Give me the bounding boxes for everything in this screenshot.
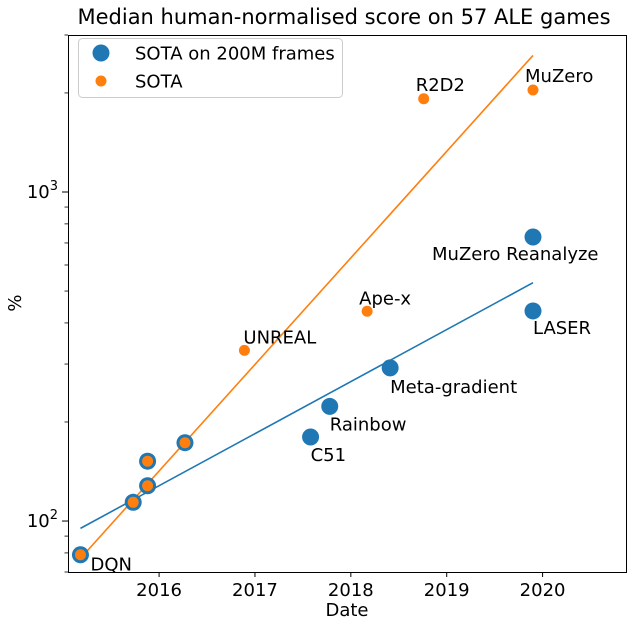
legend-label-sota: SOTA: [135, 72, 183, 93]
data-point-sota: [142, 455, 154, 467]
legend-label-sota-200m: SOTA on 200M frames: [135, 44, 335, 65]
x-tick-label: 2020: [520, 580, 566, 601]
data-point-sota-200m: [381, 359, 399, 377]
x-tick-label: 2019: [424, 580, 470, 601]
y-tick-label: 102: [27, 508, 58, 532]
data-point-sota: [127, 496, 139, 508]
annotation-label: C51: [311, 445, 346, 466]
data-point-sota: [418, 93, 430, 105]
data-point-sota: [238, 344, 250, 356]
annotation-label: MuZero Reanalyze: [432, 244, 599, 265]
x-tick-label: 2018: [328, 580, 374, 601]
legend: SOTA on 200M frames SOTA: [78, 38, 343, 98]
annotation-label: LASER: [533, 318, 591, 339]
data-point-sota: [142, 480, 154, 492]
data-point-sota: [361, 305, 373, 317]
annotation-label: DQN: [90, 555, 132, 576]
legend-box: [78, 38, 343, 98]
y-axis: 102 103: [27, 34, 68, 573]
legend-marker-sota: [95, 75, 107, 87]
chart-title: Median human-normalised score on 57 ALE …: [77, 5, 610, 29]
data-point-sota: [527, 84, 539, 96]
x-tick-label: 2017: [232, 580, 278, 601]
data-point-sota-200m: [524, 228, 542, 246]
data-point-sota-200m: [321, 397, 339, 415]
legend-marker-sota-200m: [92, 44, 110, 62]
annotation-label: UNREAL: [243, 327, 316, 348]
data-point-sota: [179, 437, 191, 449]
annotation-label: Meta-gradient: [390, 377, 517, 398]
data-point-sota-200m: [524, 302, 542, 320]
plot-frame: [68, 35, 627, 573]
data-point-sota: [74, 549, 86, 561]
x-tick-label: 2016: [136, 580, 182, 601]
y-tick-label: 103: [27, 179, 58, 203]
data-point-sota-200m: [302, 428, 320, 446]
x-axis-label: Date: [325, 600, 368, 621]
annotation-label: MuZero: [525, 66, 593, 87]
x-axis: 2016 2017 2018 2019 2020: [136, 572, 565, 601]
annotation-label: Rainbow: [330, 414, 407, 435]
trend-line-sota: [79, 54, 534, 559]
annotation-label: R2D2: [416, 75, 465, 96]
plot-area: DQN C51 Rainbow Meta-gradient LASER MuZero Re…: [71, 54, 599, 576]
annotation-label: Ape-x: [359, 288, 411, 309]
y-axis-label: %: [5, 294, 26, 311]
